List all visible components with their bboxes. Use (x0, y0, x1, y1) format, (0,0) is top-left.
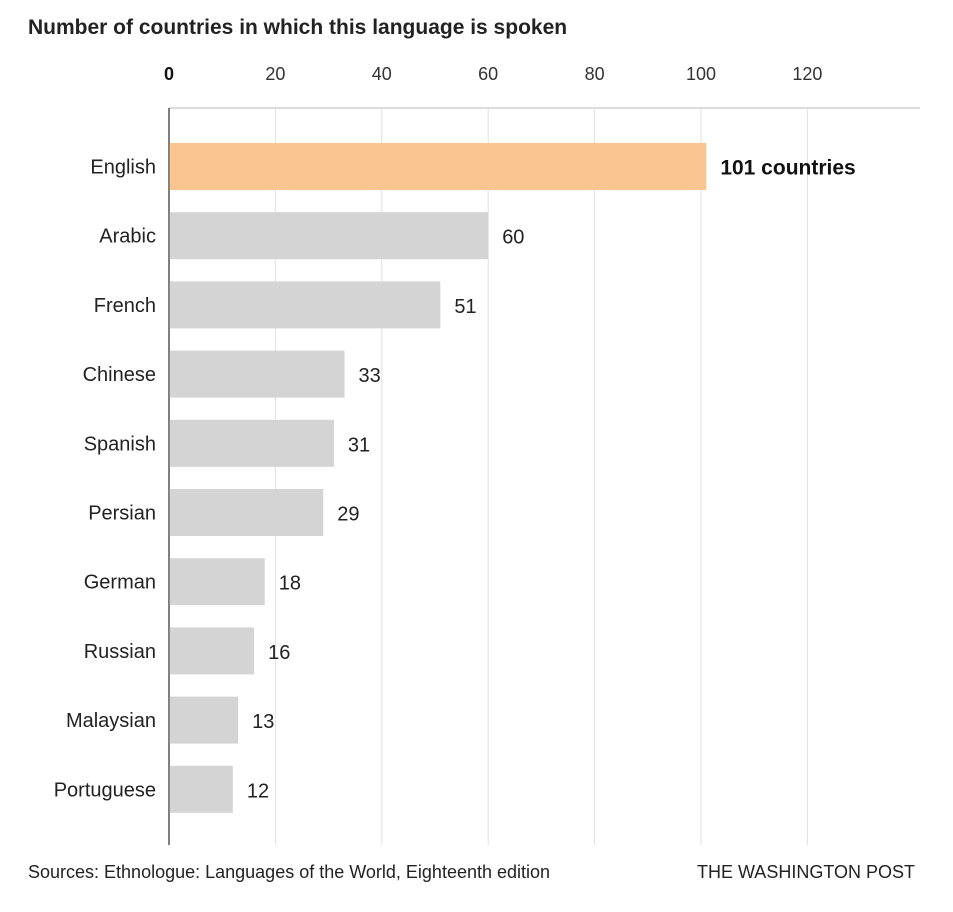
value-label: 16 (268, 642, 290, 664)
bar-chinese (169, 350, 345, 398)
x-tick-label: 0 (164, 64, 174, 84)
x-tick-label: 20 (265, 64, 285, 84)
chart-title: Number of countries in which this langua… (28, 16, 568, 39)
category-label: Portuguese (54, 779, 156, 801)
value-label: 101 countries (720, 157, 855, 180)
category-label: Chinese (83, 364, 156, 386)
label-layer: 0 20 40 60 80 100 120 English 101 countries Arabi… (54, 64, 856, 802)
category-label: German (84, 572, 156, 594)
category-label: Russian (84, 641, 156, 663)
value-label: 12 (247, 780, 269, 802)
value-label: 18 (279, 573, 301, 595)
bar-russian (169, 627, 255, 675)
category-label: English (90, 157, 156, 179)
value-label: 13 (252, 711, 274, 733)
bar-arabic (169, 212, 489, 260)
category-label: Malaysian (66, 710, 156, 732)
value-label: 51 (454, 296, 476, 318)
value-label: 33 (359, 365, 381, 387)
publisher-credit: THE WASHINGTON POST (696, 862, 915, 882)
bar-spanish (169, 419, 334, 467)
x-tick-label: 60 (478, 64, 498, 84)
bar-german (169, 558, 265, 606)
category-label: Spanish (84, 433, 156, 455)
bar-portuguese (169, 765, 233, 813)
bar-layer (169, 143, 707, 813)
bar-malaysian (169, 696, 239, 744)
x-tick-label: 120 (792, 64, 822, 84)
category-label: Persian (88, 503, 156, 525)
value-label: 60 (502, 227, 524, 249)
bar-english (169, 143, 707, 190)
x-tick-label: 80 (585, 64, 605, 84)
x-tick-label: 100 (686, 64, 716, 84)
category-label: French (94, 295, 156, 317)
source-note: Sources: Ethnologue: Languages of the Wo… (28, 862, 551, 882)
value-label: 31 (348, 434, 370, 456)
bar-french (169, 281, 441, 329)
value-label: 29 (337, 504, 359, 526)
grid-layer (168, 107, 920, 845)
x-tick-label: 40 (372, 64, 392, 84)
bar-persian (169, 489, 324, 536)
category-label: Arabic (99, 226, 156, 248)
